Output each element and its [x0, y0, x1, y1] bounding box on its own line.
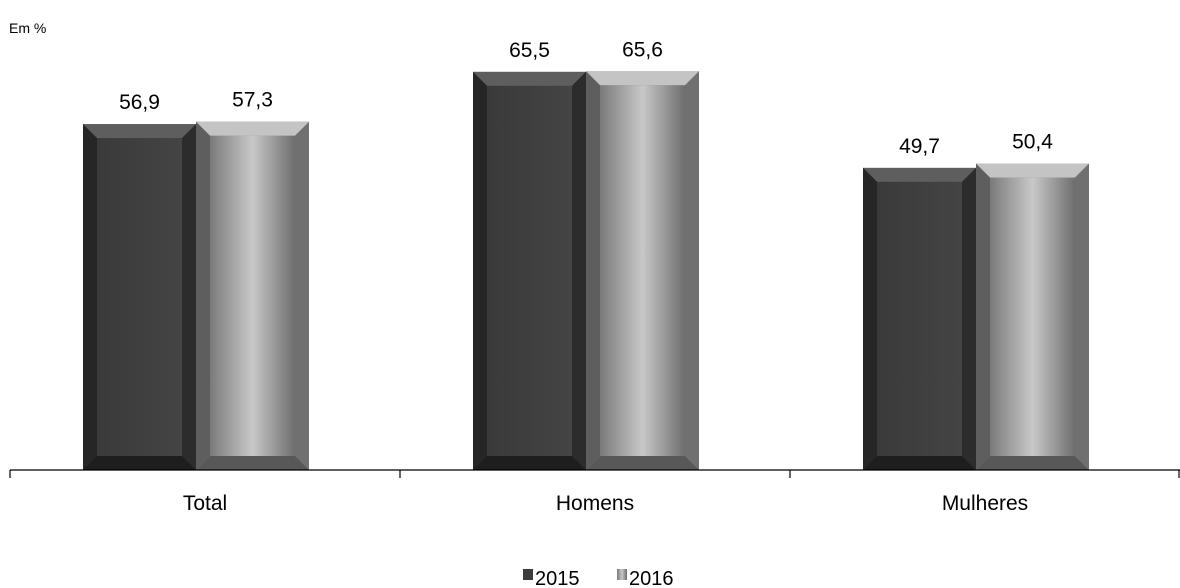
bar-2016-mulheres — [976, 163, 1089, 470]
bar-2016-homens — [586, 71, 699, 470]
x-axis-ticks — [9, 470, 1180, 478]
bar-2015-mulheres — [863, 167, 976, 470]
data-labels: 56,9 57,3 65,5 65,6 49,7 50,4 — [119, 38, 1053, 158]
legend-label-2015: 2015 — [535, 568, 580, 588]
legend-swatch-2015 — [523, 569, 533, 580]
legend: 2015 2016 — [523, 568, 674, 588]
data-label-2015-total: 56,9 — [119, 91, 160, 114]
tick-label-mulheres: Mulheres — [942, 492, 1028, 515]
bar-2015-homens — [473, 71, 586, 470]
bar-2015-total — [83, 124, 196, 471]
data-label-2016-mulheres: 50,4 — [1012, 131, 1053, 154]
unit-label: Em % — [9, 20, 46, 36]
tick-label-homens: Homens — [556, 492, 634, 515]
legend-label-2016: 2016 — [629, 568, 674, 588]
data-label-2015-homens: 65,5 — [509, 39, 550, 62]
tick-label-total: Total — [183, 492, 227, 515]
bar-2016-total — [196, 121, 309, 471]
bars — [83, 71, 1089, 471]
legend-swatch-2016 — [617, 569, 627, 580]
data-label-2016-homens: 65,6 — [622, 38, 663, 61]
data-label-2016-total: 57,3 — [232, 89, 273, 112]
x-axis-tick-labels: Total Homens Mulheres — [183, 492, 1028, 515]
data-label-2015-mulheres: 49,7 — [899, 135, 940, 158]
